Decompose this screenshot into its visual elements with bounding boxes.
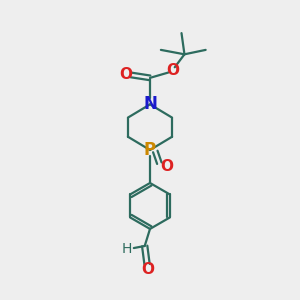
Text: P: P	[144, 141, 156, 159]
Text: O: O	[160, 159, 173, 174]
Text: H: H	[122, 242, 132, 256]
Text: N: N	[143, 95, 157, 113]
Text: O: O	[119, 67, 132, 82]
Text: O: O	[141, 262, 154, 277]
Text: O: O	[167, 63, 179, 78]
